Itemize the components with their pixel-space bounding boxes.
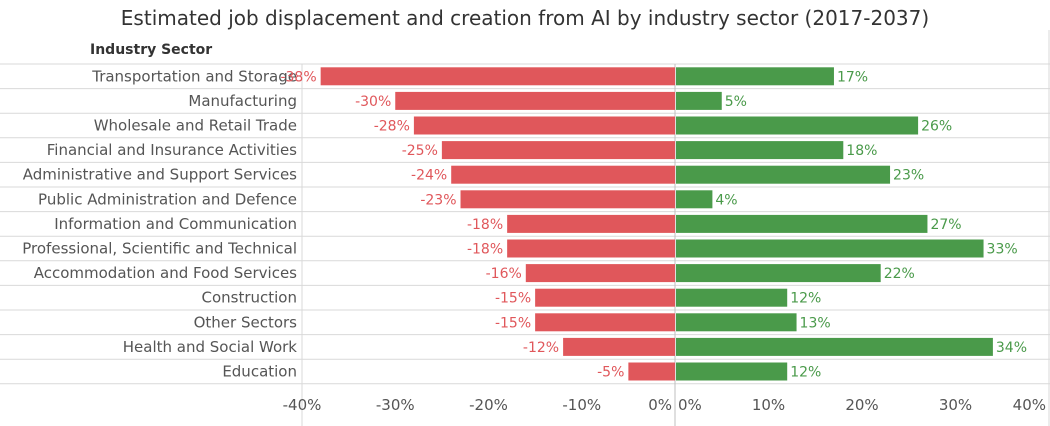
creation-bar xyxy=(676,190,713,209)
category-label: Professional, Scientific and Technical xyxy=(22,240,297,258)
creation-bar xyxy=(676,165,891,184)
displacement-value: -30% xyxy=(355,94,391,110)
creation-value: 22% xyxy=(884,266,915,282)
creation-value: 17% xyxy=(837,69,868,85)
x-tick-label: -30% xyxy=(376,396,415,414)
creation-value: 18% xyxy=(846,143,877,159)
x-tick-label: -20% xyxy=(469,396,508,414)
x-tick-label: 10% xyxy=(752,396,785,414)
x-tick-label: -40% xyxy=(283,396,322,414)
x-tick-label: 30% xyxy=(939,396,972,414)
displacement-bar xyxy=(507,214,675,233)
x-tick-label: 0% xyxy=(648,396,672,414)
displacement-value: -38% xyxy=(280,69,316,85)
category-label: Financial and Insurance Activities xyxy=(47,141,297,159)
displacement-bar xyxy=(395,91,675,110)
displacement-bar xyxy=(320,67,675,86)
x-tick-label: -10% xyxy=(562,396,601,414)
displacement-bar xyxy=(628,362,675,381)
displacement-bar xyxy=(507,239,675,258)
category-label: Information and Communication xyxy=(54,215,297,233)
creation-bar xyxy=(676,141,844,160)
creation-value: 5% xyxy=(725,94,747,110)
category-label: Administrative and Support Services xyxy=(23,166,297,184)
displacement-value: -25% xyxy=(402,143,438,159)
displacement-value: -5% xyxy=(597,365,624,381)
displacement-bar xyxy=(525,264,675,283)
x-tick-label: 0% xyxy=(678,396,702,414)
displacement-value: -12% xyxy=(523,340,559,356)
creation-value: 12% xyxy=(790,365,821,381)
displacement-value: -16% xyxy=(486,266,522,282)
category-label: Public Administration and Defence xyxy=(38,190,297,208)
category-label: Health and Social Work xyxy=(123,338,298,356)
creation-bar xyxy=(676,116,919,135)
displacement-bar xyxy=(535,288,675,307)
row-header: Industry Sector xyxy=(90,42,213,58)
category-label: Education xyxy=(222,363,297,381)
creation-bar xyxy=(676,67,834,86)
displacement-value: -24% xyxy=(411,168,447,184)
category-label: Accommodation and Food Services xyxy=(34,264,297,282)
displacement-value: -28% xyxy=(374,119,410,135)
creation-bar xyxy=(676,91,722,110)
category-label: Transportation and Storage xyxy=(91,67,297,85)
creation-bar xyxy=(676,337,993,356)
displacement-value: -18% xyxy=(467,242,503,258)
creation-value: 4% xyxy=(715,192,737,208)
creation-bar xyxy=(676,239,984,258)
x-tick-label: 20% xyxy=(845,396,878,414)
displacement-value: -15% xyxy=(495,291,531,307)
creation-value: 12% xyxy=(790,291,821,307)
creation-value: 27% xyxy=(930,217,961,233)
displacement-bar xyxy=(460,190,675,209)
category-label: Manufacturing xyxy=(188,92,297,110)
creation-bar xyxy=(676,214,928,233)
displacement-bar xyxy=(413,116,675,135)
creation-value: 23% xyxy=(893,168,924,184)
creation-bar xyxy=(676,313,797,332)
creation-value: 13% xyxy=(800,315,831,331)
displacement-bar xyxy=(563,337,675,356)
displacement-value: -18% xyxy=(467,217,503,233)
creation-bar xyxy=(676,288,788,307)
category-label: Construction xyxy=(201,289,297,307)
creation-value: 33% xyxy=(987,242,1018,258)
displacement-bar xyxy=(535,313,675,332)
creation-bar xyxy=(676,362,788,381)
category-label: Wholesale and Retail Trade xyxy=(94,117,297,135)
creation-bar xyxy=(676,264,881,283)
displacement-value: -15% xyxy=(495,315,531,331)
displacement-bar xyxy=(451,165,675,184)
creation-value: 34% xyxy=(996,340,1027,356)
displacement-bar xyxy=(441,141,675,160)
creation-value: 26% xyxy=(921,119,952,135)
displacement-value: -23% xyxy=(420,192,456,208)
x-tick-label: 40% xyxy=(1013,396,1046,414)
category-label: Other Sectors xyxy=(194,313,298,331)
chart-title: Estimated job displacement and creation … xyxy=(120,6,930,30)
